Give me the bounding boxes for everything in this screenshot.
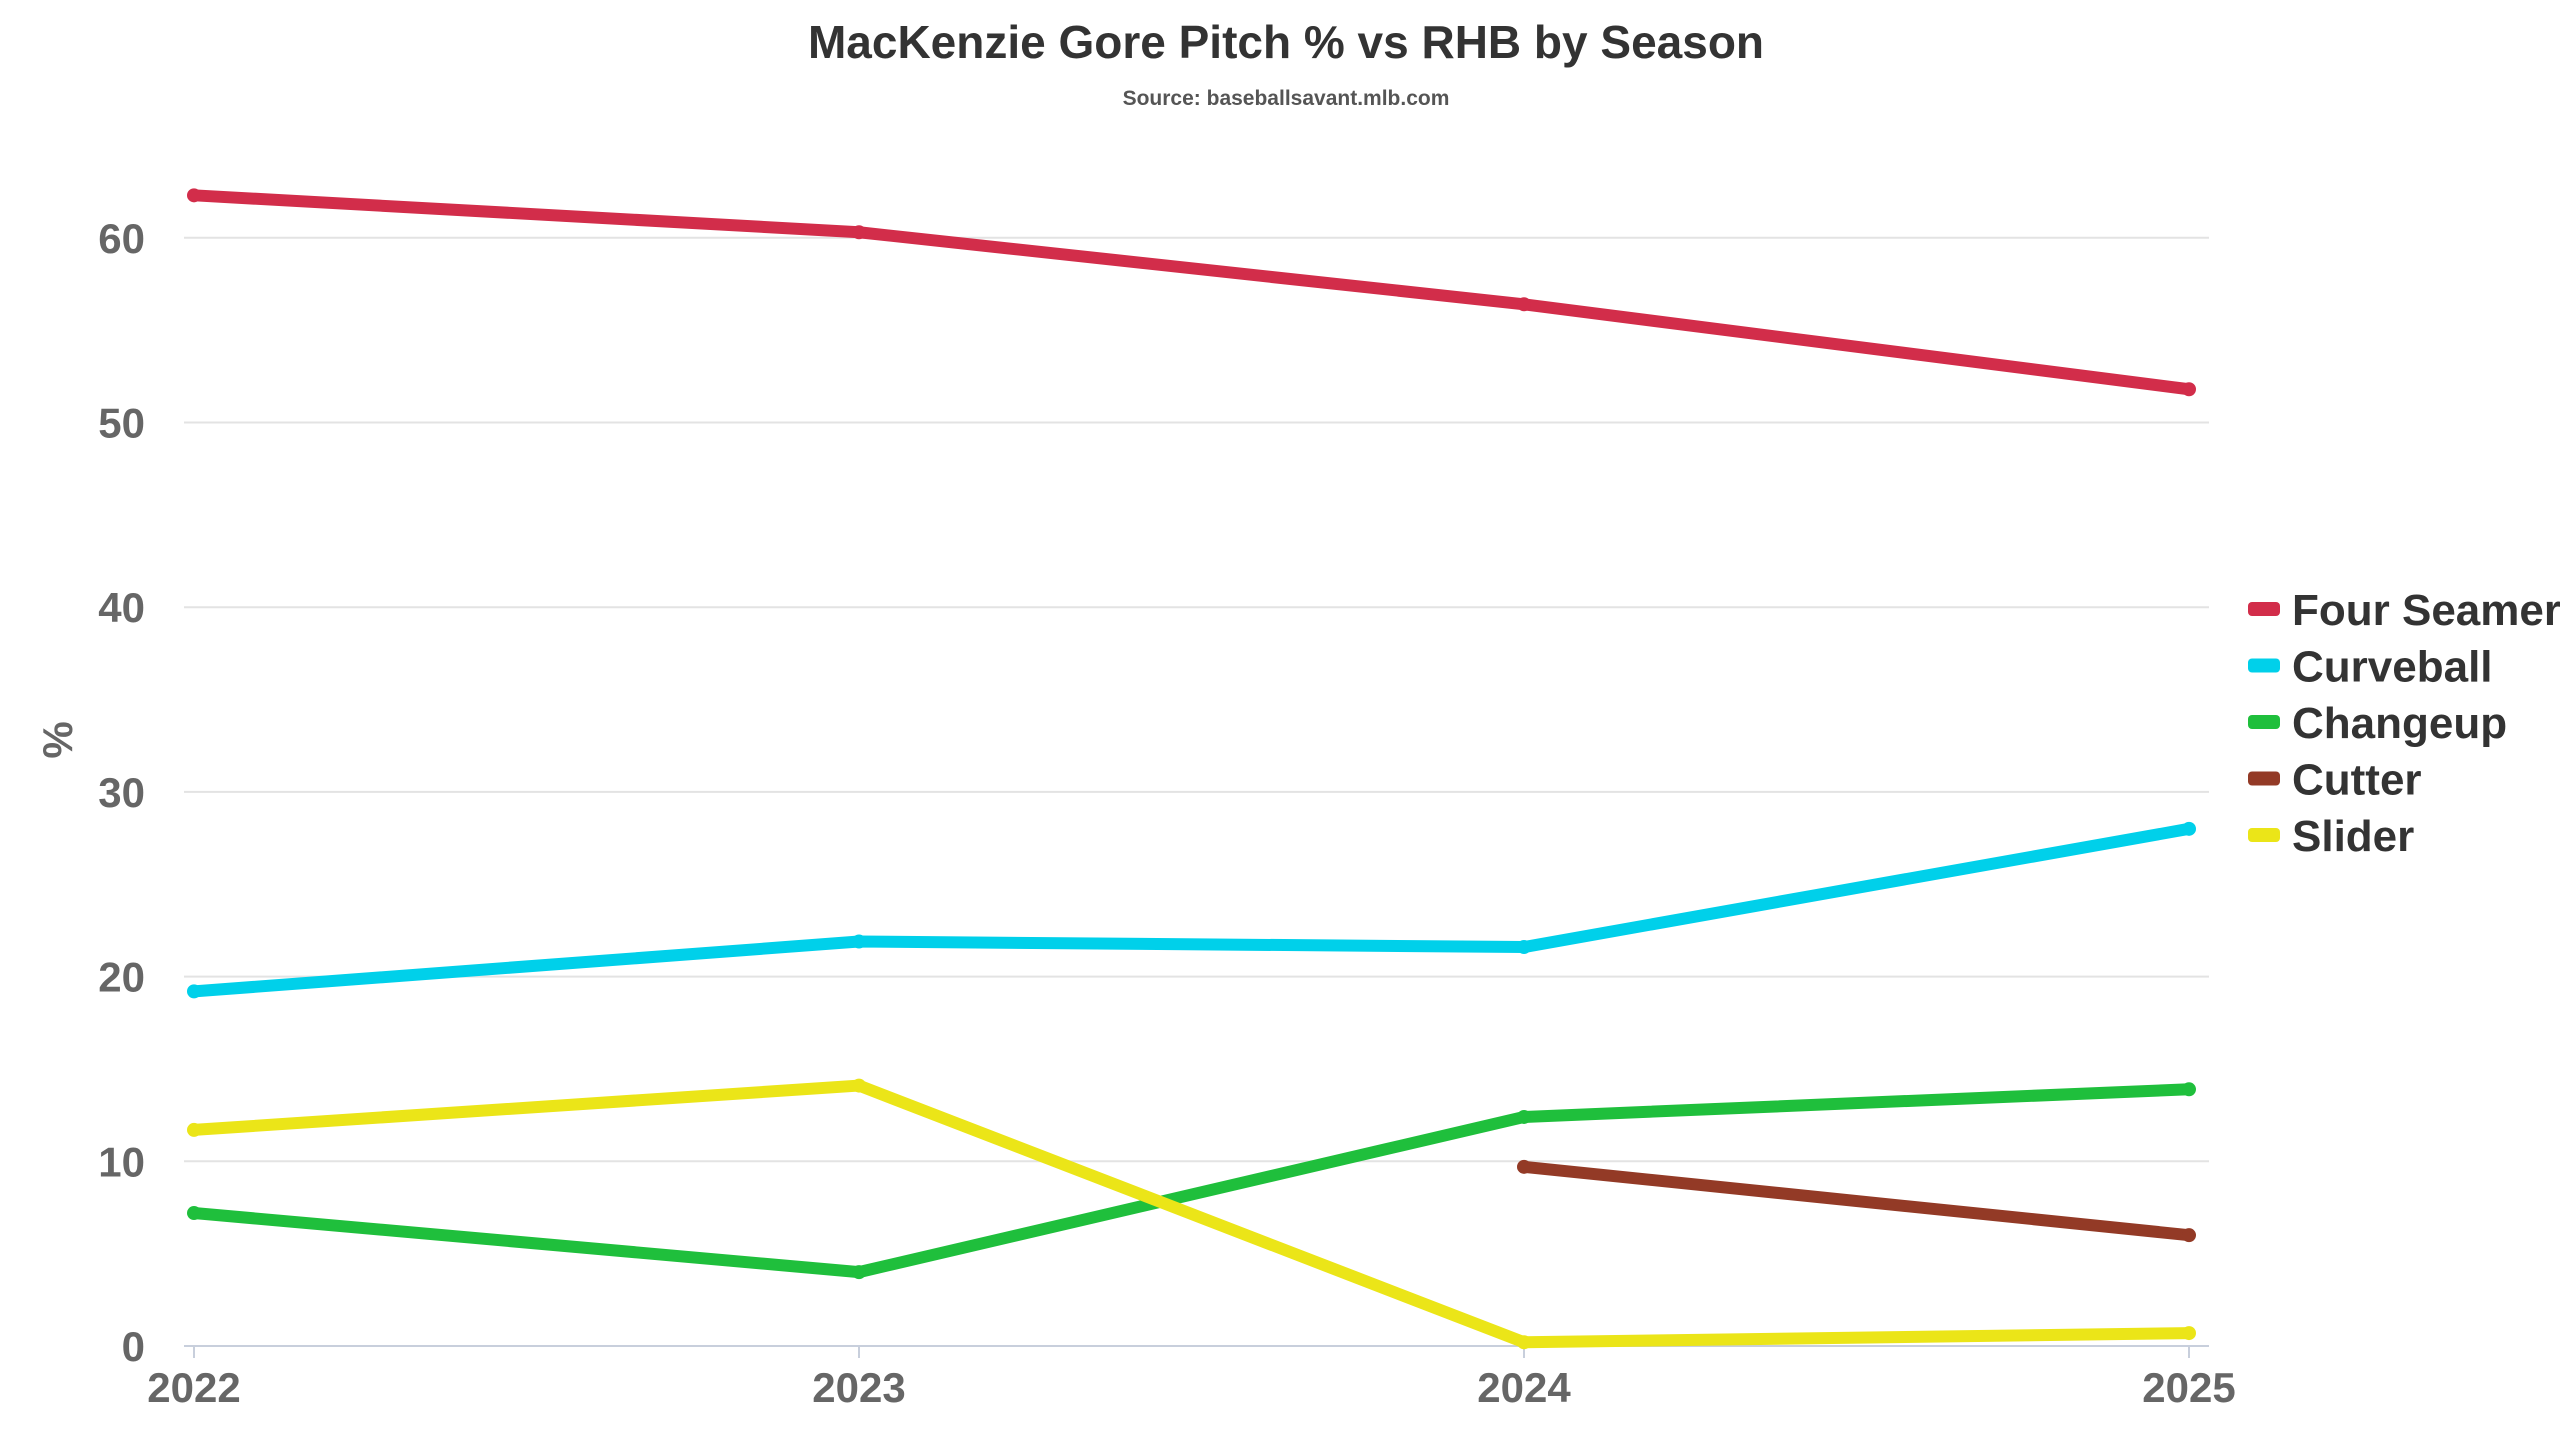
legend-label: Slider bbox=[2292, 812, 2414, 861]
data-point bbox=[1517, 940, 1531, 955]
legend-label: Curveball bbox=[2292, 643, 2493, 692]
x-tick-label: 2022 bbox=[147, 1364, 240, 1411]
legend-label: Four Seamer bbox=[2292, 586, 2560, 635]
data-point bbox=[2182, 382, 2196, 397]
data-point bbox=[187, 1122, 201, 1137]
legend-swatch bbox=[2248, 602, 2280, 616]
y-tick-label: 60 bbox=[98, 215, 145, 262]
data-point bbox=[187, 1206, 201, 1221]
data-point bbox=[2182, 821, 2196, 836]
y-tick-label: 20 bbox=[98, 954, 145, 1001]
data-point bbox=[852, 1265, 866, 1280]
chart-title: MacKenzie Gore Pitch % vs RHB by Season bbox=[808, 16, 1764, 68]
data-point bbox=[187, 188, 201, 203]
x-tick-label: 2024 bbox=[1477, 1364, 1571, 1411]
data-point bbox=[2182, 1228, 2196, 1243]
data-point bbox=[2182, 1082, 2196, 1097]
series-line-four-seamer bbox=[193, 189, 2190, 396]
data-point bbox=[1517, 1109, 1531, 1124]
series-line-curveball bbox=[193, 822, 2191, 998]
legend-swatch bbox=[2248, 828, 2280, 842]
legend-swatch bbox=[2248, 658, 2280, 673]
y-tick-label: 0 bbox=[122, 1323, 145, 1370]
data-point bbox=[1517, 1335, 1531, 1350]
data-point bbox=[852, 225, 866, 240]
legend-label: Cutter bbox=[2292, 756, 2422, 805]
series-line-cutter bbox=[1523, 1160, 2190, 1242]
data-point bbox=[852, 1078, 866, 1093]
y-tick-label: 30 bbox=[98, 769, 145, 816]
data-point bbox=[852, 934, 866, 949]
chart-subtitle: Source: baseballsavant.mlb.com bbox=[1123, 87, 1450, 110]
legend-label: Changeup bbox=[2292, 699, 2507, 748]
data-point bbox=[1517, 297, 1531, 312]
data-point bbox=[1517, 1159, 1531, 1174]
series-line-changeup bbox=[193, 1083, 2190, 1279]
legend-swatch bbox=[2248, 715, 2280, 729]
data-point bbox=[2182, 1326, 2196, 1341]
y-tick-label: 40 bbox=[98, 584, 145, 631]
legend-swatch bbox=[2248, 771, 2280, 786]
series-line-slider bbox=[193, 1079, 2190, 1349]
data-point bbox=[187, 984, 201, 999]
y-axis-label: % bbox=[34, 721, 81, 758]
y-tick-label: 50 bbox=[98, 400, 145, 447]
x-tick-label: 2025 bbox=[2142, 1364, 2235, 1411]
x-tick-label: 2023 bbox=[812, 1364, 905, 1411]
y-tick-label: 10 bbox=[98, 1138, 145, 1185]
